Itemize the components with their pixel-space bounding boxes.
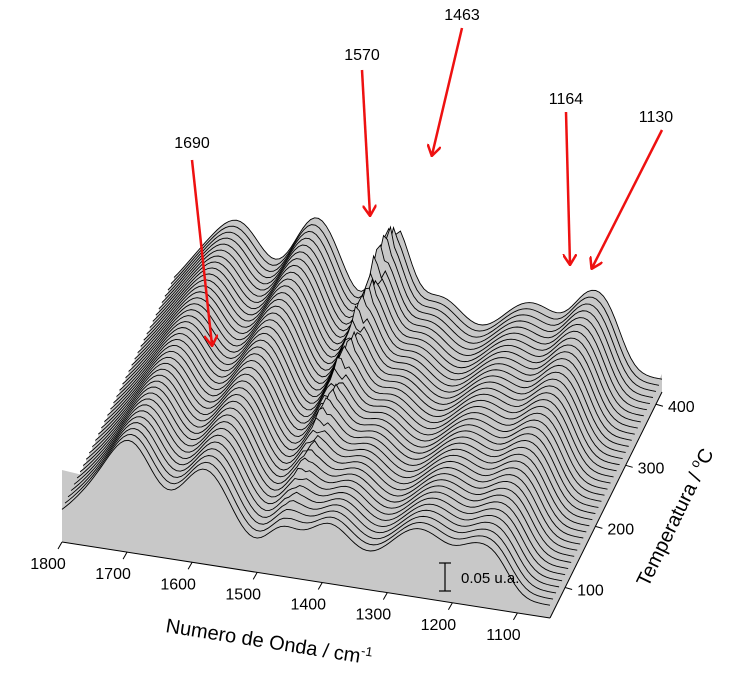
x-tick-label: 1100 xyxy=(486,627,521,644)
annotation-arrow xyxy=(592,129,664,268)
spectrum-line xyxy=(98,368,587,533)
x-tick xyxy=(447,602,453,611)
annotation-arrow xyxy=(190,159,212,345)
spectrum-line xyxy=(110,344,599,508)
x-tick xyxy=(252,572,258,580)
spectrum-line xyxy=(91,380,581,545)
spectrum-line xyxy=(61,439,551,606)
spectrum-line xyxy=(104,356,593,521)
peak-annotations: 1690 1570 1463 1164 1130 xyxy=(174,7,673,345)
spectrum-line xyxy=(140,285,629,447)
spectrum-line xyxy=(134,297,623,460)
spectrum-line xyxy=(155,255,644,417)
spectrum-line xyxy=(107,350,596,515)
x-tick xyxy=(513,612,518,621)
y-tick xyxy=(595,525,603,529)
annotation-label: 1130 xyxy=(639,109,674,126)
spectrum-line xyxy=(149,267,638,429)
spectrum-line xyxy=(137,291,626,453)
x-tick-label: 1200 xyxy=(421,617,457,634)
x-tick xyxy=(57,541,63,550)
spectrum-line xyxy=(79,404,569,569)
spectrum-line xyxy=(161,243,650,405)
spectrum-line xyxy=(164,234,653,398)
x-tick xyxy=(317,582,323,590)
x-axis-label-text: Numero de Onda / cm xyxy=(164,615,362,668)
x-tick-label: 1700 xyxy=(95,566,131,583)
x-ticks: 1800 1700 1600 1500 1400 1300 1200 1100 xyxy=(30,541,521,644)
spectrum-line xyxy=(64,433,554,600)
spectrum-line xyxy=(73,416,563,582)
spectrum-line xyxy=(88,386,578,551)
scale-bar: 0.05 u.a. xyxy=(439,562,519,592)
x-tick-label: 1300 xyxy=(356,607,392,624)
x-tick-label: 1500 xyxy=(225,586,261,603)
x-axis-label-superscript: -1 xyxy=(360,643,374,660)
annotation-label: 1463 xyxy=(444,7,480,24)
annotation-arrow xyxy=(432,27,464,155)
spectrum-fill xyxy=(62,440,550,618)
spectrum-line xyxy=(158,249,647,411)
spectrum-line xyxy=(95,374,584,539)
spectrum-line xyxy=(152,261,641,423)
y-tick xyxy=(655,403,664,407)
spectrum-line xyxy=(125,315,614,478)
x-tick-label: 1800 xyxy=(30,556,66,573)
spectrum-line xyxy=(173,217,663,380)
spectrum-line xyxy=(113,338,602,502)
y-axis-line xyxy=(549,391,663,619)
spectrum-line xyxy=(143,279,632,441)
x-tick-label: 1600 xyxy=(160,576,196,593)
annotation-label: 1690 xyxy=(174,135,210,152)
y-tick xyxy=(564,586,573,590)
x-axis-label: Numero de Onda / cm-1 xyxy=(164,612,374,669)
spectrum-line xyxy=(122,321,611,484)
spectrum-line xyxy=(70,422,560,588)
spectrum-line xyxy=(146,273,635,435)
y-axis-label-text: Temperatura / xyxy=(633,465,709,591)
spectrum-line xyxy=(131,303,620,466)
spectrum-line xyxy=(76,410,566,576)
annotation-label: 1164 xyxy=(549,91,584,108)
spectrum-line xyxy=(170,224,660,386)
annotation-arrow xyxy=(360,69,370,215)
y-ticks: 100 200 300 400 xyxy=(564,399,695,599)
scale-bar-label: 0.05 u.a. xyxy=(461,570,519,587)
spectra-group xyxy=(61,217,663,618)
spectrum-line xyxy=(67,428,557,594)
spectrum-line xyxy=(119,327,608,490)
spectrum-line xyxy=(82,398,572,563)
y-tick-label: 400 xyxy=(668,399,695,416)
annotation-arrow xyxy=(566,111,570,264)
x-tick-label: 1400 xyxy=(290,597,326,614)
y-tick xyxy=(625,464,633,468)
spectrum-line xyxy=(85,392,575,557)
y-tick-label: 100 xyxy=(577,582,604,599)
x-tick xyxy=(382,592,388,600)
y-tick-label: 200 xyxy=(607,521,634,538)
spectrum-line xyxy=(167,225,657,392)
spectrum-line xyxy=(116,333,605,496)
x-axis-line xyxy=(61,541,551,619)
annotation-label: 1570 xyxy=(344,47,380,64)
y-tick-label: 300 xyxy=(638,460,665,477)
spectrum-line xyxy=(101,362,590,527)
x-tick xyxy=(187,562,193,570)
x-tick xyxy=(122,551,128,560)
